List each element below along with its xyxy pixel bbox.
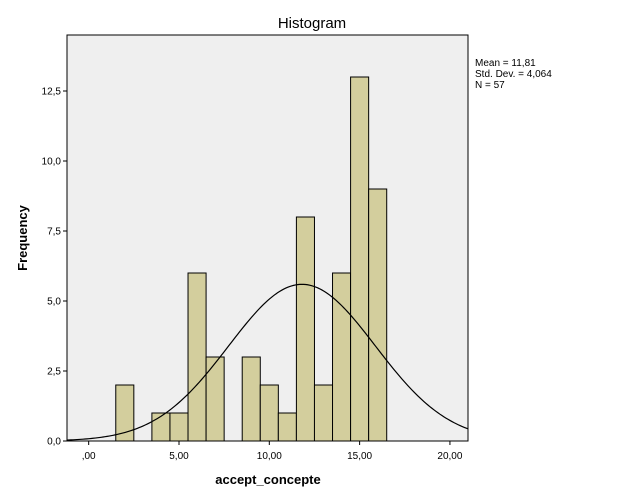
histogram-bar [205, 356, 225, 442]
y-tick-label: 2,5 [47, 367, 61, 378]
bars-group [115, 76, 388, 442]
x-tick-label: ,00 [82, 451, 96, 462]
histogram-bar [151, 412, 171, 442]
y-tick-label: 0,0 [47, 437, 61, 448]
normal-curve [66, 283, 469, 441]
plot-area [66, 34, 469, 442]
x-tick-label: 20,00 [437, 451, 462, 462]
y-tick-label: 10,0 [42, 157, 62, 168]
histogram-bar [350, 76, 370, 442]
histogram-bar [295, 216, 315, 442]
x-tick-label: 10,00 [257, 451, 282, 462]
y-axis-title: Frequency [15, 204, 30, 271]
histogram-bar [332, 272, 352, 442]
histogram-bar [313, 384, 334, 442]
histogram-bar [368, 188, 388, 442]
stats-n: N = 57 [475, 80, 505, 91]
stats-box: Mean = 11,81 Std. Dev. = 4,064 N = 57 [475, 58, 552, 91]
chart-title: Histogram [278, 15, 346, 32]
y-axis: 0,0 2,5 5,0 7,5 10,0 12,5 [42, 87, 67, 448]
x-axis-title: accept_concepte [215, 472, 321, 487]
histogram-bar [115, 384, 135, 442]
x-tick-label: 5,00 [169, 451, 189, 462]
y-tick-label: 7,5 [47, 227, 61, 238]
histogram-bar [241, 356, 261, 442]
histogram-bar [277, 412, 297, 442]
histogram-bar [259, 384, 279, 442]
x-tick-label: 15,00 [347, 451, 372, 462]
histogram-bar [187, 272, 207, 442]
y-tick-label: 5,0 [47, 297, 61, 308]
y-tick-label: 12,5 [42, 87, 62, 98]
stats-std-dev: Std. Dev. = 4,064 [475, 69, 552, 80]
stats-mean: Mean = 11,81 [475, 58, 536, 69]
histogram-bar [169, 412, 189, 442]
x-axis: ,00 5,00 10,00 15,00 20,00 [82, 441, 463, 462]
